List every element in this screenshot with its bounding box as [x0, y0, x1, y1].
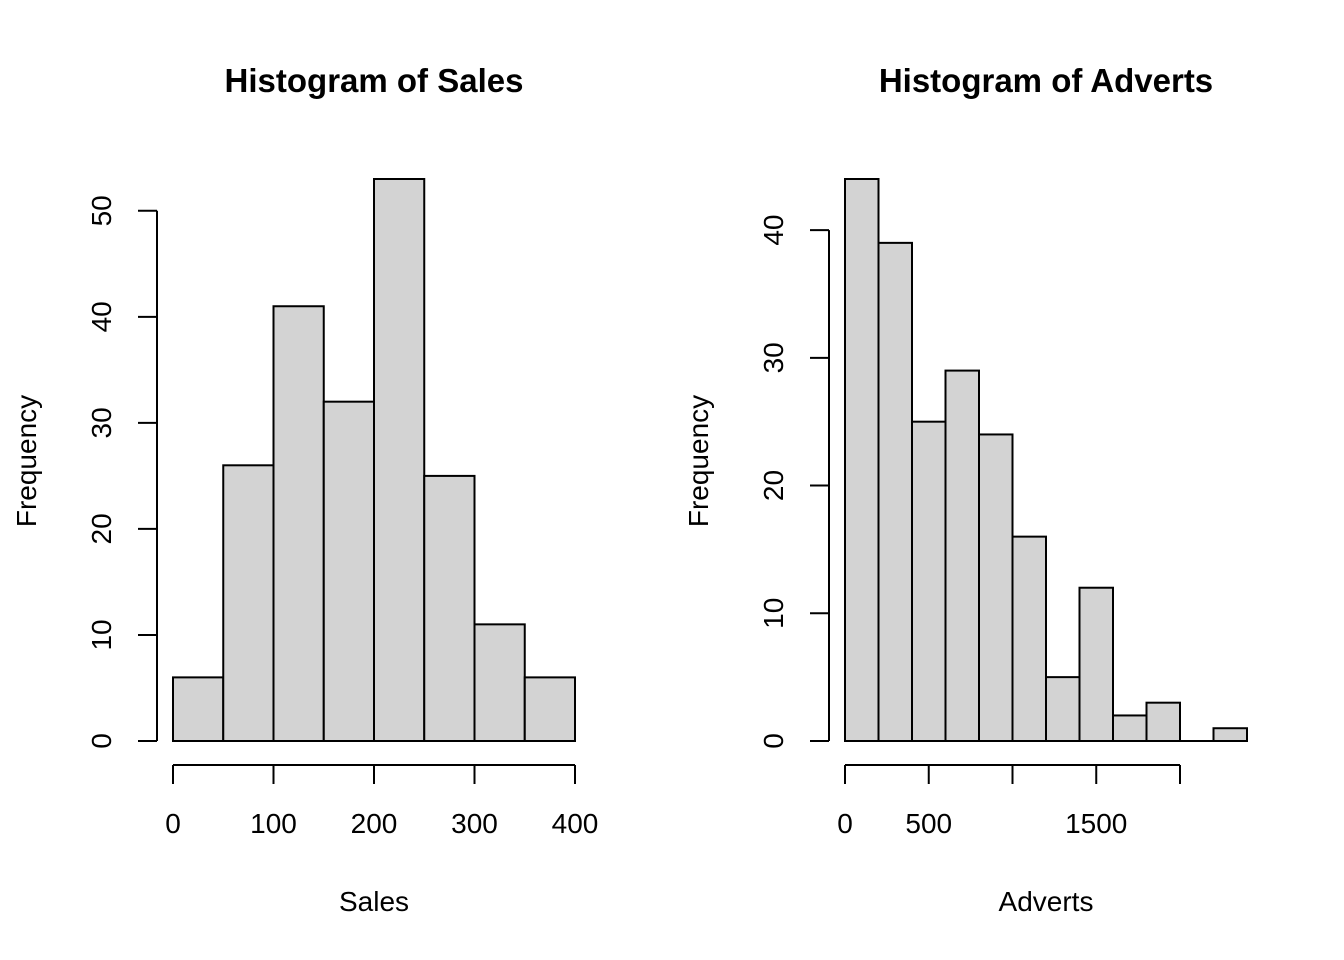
histogram-bar [373, 178, 426, 742]
histogram-bar [877, 241, 913, 742]
histogram-bar [322, 400, 375, 742]
x-tick-label: 0 [165, 808, 181, 839]
y-tick-label: 10 [86, 619, 117, 650]
y-tick-label: 20 [758, 470, 789, 501]
x-axis: 0 500 1500 [837, 764, 1181, 839]
y-tick-label: 40 [758, 215, 789, 246]
histogram-bar [1078, 586, 1114, 743]
histogram-bar [523, 676, 576, 743]
x-tick-label: 400 [552, 808, 599, 839]
histogram-bar [1011, 535, 1047, 742]
histogram-bar [172, 676, 225, 743]
x-tick-label: 500 [905, 808, 952, 839]
adverts-histogram-panel: Histogram of Adverts Adverts Frequency 0… [683, 62, 1248, 917]
histogram-bar [978, 433, 1014, 742]
histogram-bar [844, 178, 880, 742]
x-axis-label: Adverts [999, 886, 1094, 917]
y-tick-label: 30 [86, 407, 117, 438]
histogram-bar [272, 305, 325, 742]
y-tick-label: 10 [758, 598, 789, 629]
x-tick-label: 0 [837, 808, 853, 839]
x-tick-label: 1500 [1065, 808, 1127, 839]
chart-title: Histogram of Adverts [879, 62, 1213, 99]
x-axis-label: Sales [339, 886, 409, 917]
x-axis: 0 100 200 300 400 [165, 764, 599, 839]
y-axis-label: Frequency [11, 395, 42, 527]
y-tick-label: 0 [86, 733, 117, 749]
y-tick-label: 50 [86, 195, 117, 226]
x-tick-label: 100 [250, 808, 297, 839]
histogram-bar [1045, 676, 1081, 742]
bars [844, 178, 1248, 743]
histogram-bar [1145, 701, 1181, 743]
y-axis: 0 10 20 30 40 [758, 215, 830, 749]
y-axis-label: Frequency [683, 395, 714, 527]
y-tick-label: 0 [758, 733, 789, 749]
y-tick-label: 20 [86, 513, 117, 544]
histogram-bar [1112, 714, 1148, 742]
histogram-bar [911, 420, 947, 742]
chart-title: Histogram of Sales [225, 62, 524, 99]
x-tick-label: 300 [451, 808, 498, 839]
histogram-bar [423, 474, 476, 742]
bars [172, 178, 576, 743]
y-tick-label: 40 [86, 301, 117, 332]
x-tick-label: 200 [351, 808, 398, 839]
histogram-bar [944, 369, 980, 742]
histogram-bar [222, 464, 275, 742]
histogram-bar [1212, 727, 1248, 743]
histogram-bar [473, 623, 526, 743]
sales-histogram-panel: Histogram of Sales Sales Frequency 0 100 2… [11, 62, 598, 917]
y-axis: 0 10 20 30 40 50 [86, 195, 158, 749]
y-tick-label: 30 [758, 342, 789, 373]
